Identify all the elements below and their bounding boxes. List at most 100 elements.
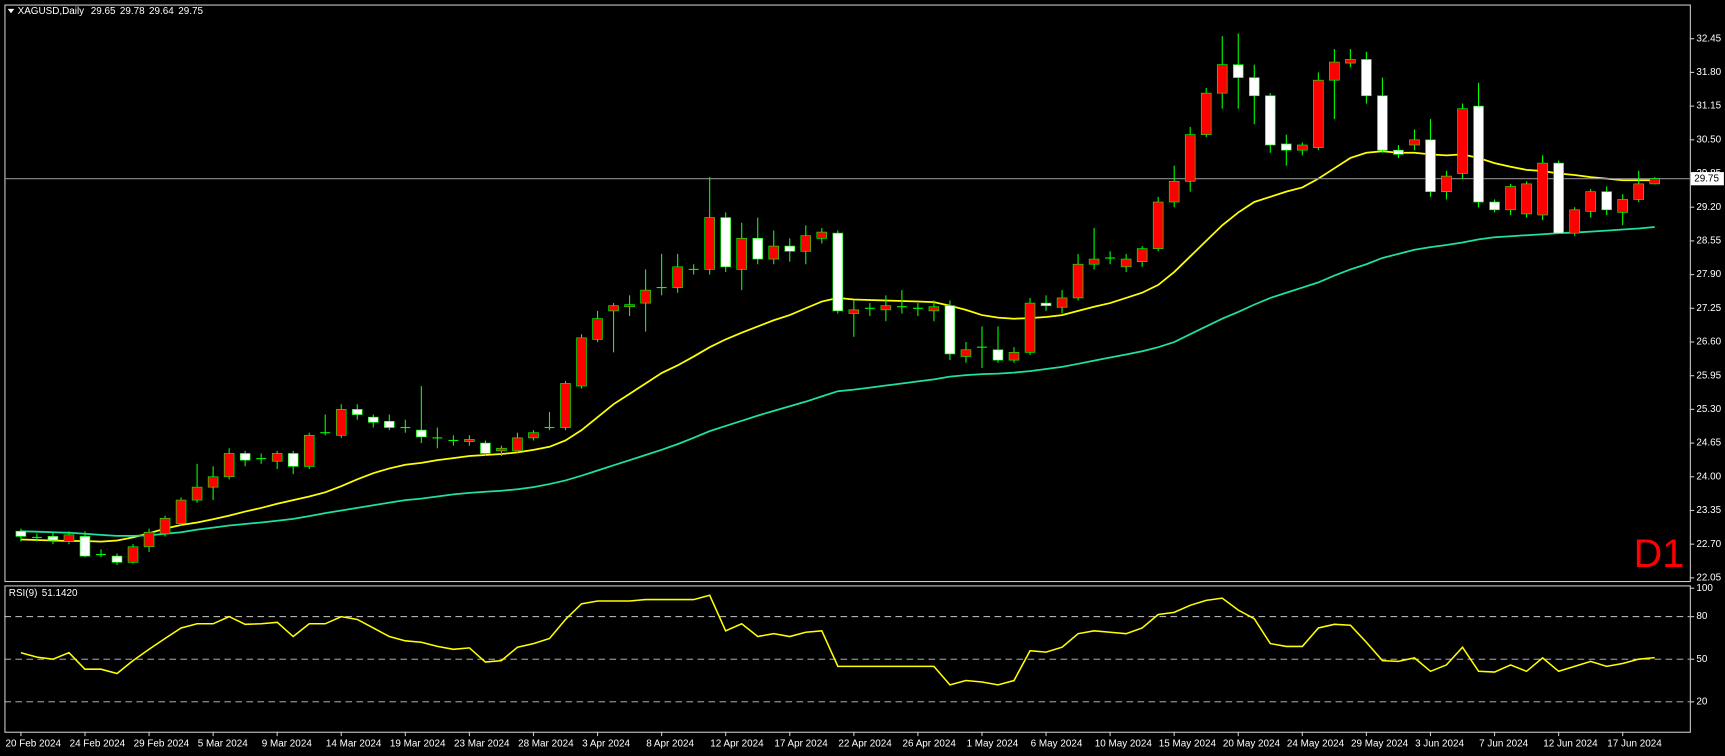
candle-body bbox=[1425, 139, 1436, 192]
candle-body bbox=[1216, 64, 1228, 94]
x-tick-label: 14 Mar 2024 bbox=[326, 738, 382, 749]
candle-body bbox=[816, 231, 828, 239]
x-tick-label: 15 May 2024 bbox=[1159, 738, 1217, 749]
candle-body bbox=[752, 237, 764, 260]
candle-body bbox=[1345, 59, 1356, 64]
y-tick-label: 27.90 bbox=[1696, 269, 1721, 280]
y-tick-label: 30.50 bbox=[1696, 134, 1721, 145]
candle-body bbox=[1232, 64, 1244, 78]
candle-body bbox=[1248, 77, 1260, 97]
timeframe-label: D1 bbox=[1634, 532, 1685, 576]
x-tick-label: 20 Feb 2024 bbox=[6, 738, 62, 749]
candle-body bbox=[1473, 105, 1484, 203]
candle-body bbox=[191, 486, 203, 501]
y-tick-label: 23.35 bbox=[1696, 505, 1721, 516]
candle-body bbox=[175, 499, 187, 524]
x-tick-label: 29 Feb 2024 bbox=[134, 738, 190, 749]
candle-body bbox=[576, 337, 587, 387]
candle-body bbox=[1569, 209, 1580, 234]
x-tick-label: 17 Jun 2024 bbox=[1607, 738, 1662, 749]
candle-body bbox=[1505, 186, 1516, 211]
candle-body bbox=[239, 453, 251, 461]
y-tick-label: 29.20 bbox=[1696, 202, 1721, 213]
candle-body bbox=[1265, 95, 1276, 146]
close-value: 29.75 bbox=[178, 6, 203, 17]
candle-body bbox=[496, 447, 507, 452]
candle-body bbox=[800, 235, 812, 252]
candle-body bbox=[672, 266, 683, 288]
candle-body bbox=[1521, 183, 1532, 215]
x-tick-label: 26 Apr 2024 bbox=[903, 738, 957, 749]
candle-body bbox=[207, 476, 219, 488]
candle-body bbox=[127, 546, 139, 563]
candle-body bbox=[79, 536, 91, 557]
candle-body bbox=[720, 217, 731, 268]
candle-body bbox=[1040, 302, 1052, 307]
x-tick-label: 3 Apr 2024 bbox=[582, 738, 630, 749]
x-tick-label: 28 Mar 2024 bbox=[518, 738, 574, 749]
candle-body bbox=[1168, 180, 1180, 203]
x-tick-label: 12 Apr 2024 bbox=[710, 738, 764, 749]
candle-body bbox=[63, 534, 75, 542]
x-tick-label: 10 May 2024 bbox=[1095, 738, 1153, 749]
candle-body bbox=[512, 437, 523, 452]
candle-body bbox=[832, 232, 844, 312]
candle-body bbox=[416, 429, 427, 438]
candle-body bbox=[1649, 178, 1661, 185]
candle-body bbox=[47, 536, 59, 541]
candle-body bbox=[1088, 258, 1100, 265]
candle-body bbox=[1393, 149, 1404, 155]
candle-body bbox=[480, 442, 491, 454]
candle-body bbox=[704, 217, 715, 270]
price-panel-frame bbox=[4, 4, 1691, 583]
low-value: 29.64 bbox=[149, 6, 174, 17]
candle-body bbox=[1313, 79, 1324, 148]
candle-body bbox=[960, 349, 972, 357]
candle-body bbox=[159, 517, 171, 535]
candle-body bbox=[1441, 175, 1452, 192]
candle-body bbox=[1585, 191, 1596, 212]
candle-body bbox=[335, 409, 347, 436]
candle-body bbox=[1136, 248, 1148, 262]
candle-body bbox=[1361, 59, 1372, 97]
x-tick-label: 9 Mar 2024 bbox=[262, 738, 313, 749]
y-tick-label: 25.95 bbox=[1696, 370, 1721, 381]
y-tick-label: 31.80 bbox=[1696, 67, 1721, 78]
x-tick-label: 24 May 2024 bbox=[1287, 738, 1345, 749]
candle-body bbox=[944, 305, 956, 355]
candle-body bbox=[351, 409, 363, 415]
y-tick-label: 25.30 bbox=[1696, 404, 1721, 415]
candle-body bbox=[1633, 183, 1644, 200]
x-tick-label: 19 Mar 2024 bbox=[390, 738, 446, 749]
open-value: 29.65 bbox=[91, 6, 116, 17]
candle-body bbox=[1377, 95, 1388, 151]
high-value: 29.78 bbox=[120, 6, 145, 17]
y-tick-label: 100 bbox=[1696, 583, 1713, 594]
x-tick-label: 29 May 2024 bbox=[1351, 738, 1409, 749]
y-tick-label: 26.60 bbox=[1696, 337, 1721, 348]
candle-body bbox=[528, 432, 539, 439]
symbol: XAGUSD,Daily bbox=[18, 6, 85, 17]
y-tick-label: 24.65 bbox=[1696, 438, 1721, 449]
y-tick-label: 32.45 bbox=[1696, 33, 1721, 44]
candle-body bbox=[768, 245, 780, 260]
candle-body bbox=[1457, 108, 1468, 174]
candle-body bbox=[1281, 143, 1292, 151]
candle-body bbox=[1152, 201, 1164, 250]
x-tick-label: 22 Apr 2024 bbox=[838, 738, 892, 749]
chart-title: XAGUSD,Daily 29.65 29.78 29.64 29.75 bbox=[18, 6, 204, 17]
title-marker bbox=[7, 8, 15, 14]
candle-body bbox=[368, 416, 379, 423]
candle-body bbox=[143, 531, 155, 548]
candle-body bbox=[1329, 61, 1340, 81]
candle-body bbox=[303, 434, 315, 467]
candle-body bbox=[1184, 134, 1196, 182]
candle-body bbox=[1024, 302, 1036, 353]
candle-body bbox=[1553, 162, 1564, 234]
candle-body bbox=[1409, 139, 1420, 146]
candle-body bbox=[784, 245, 796, 252]
y-tick-label: 31.15 bbox=[1696, 101, 1721, 112]
